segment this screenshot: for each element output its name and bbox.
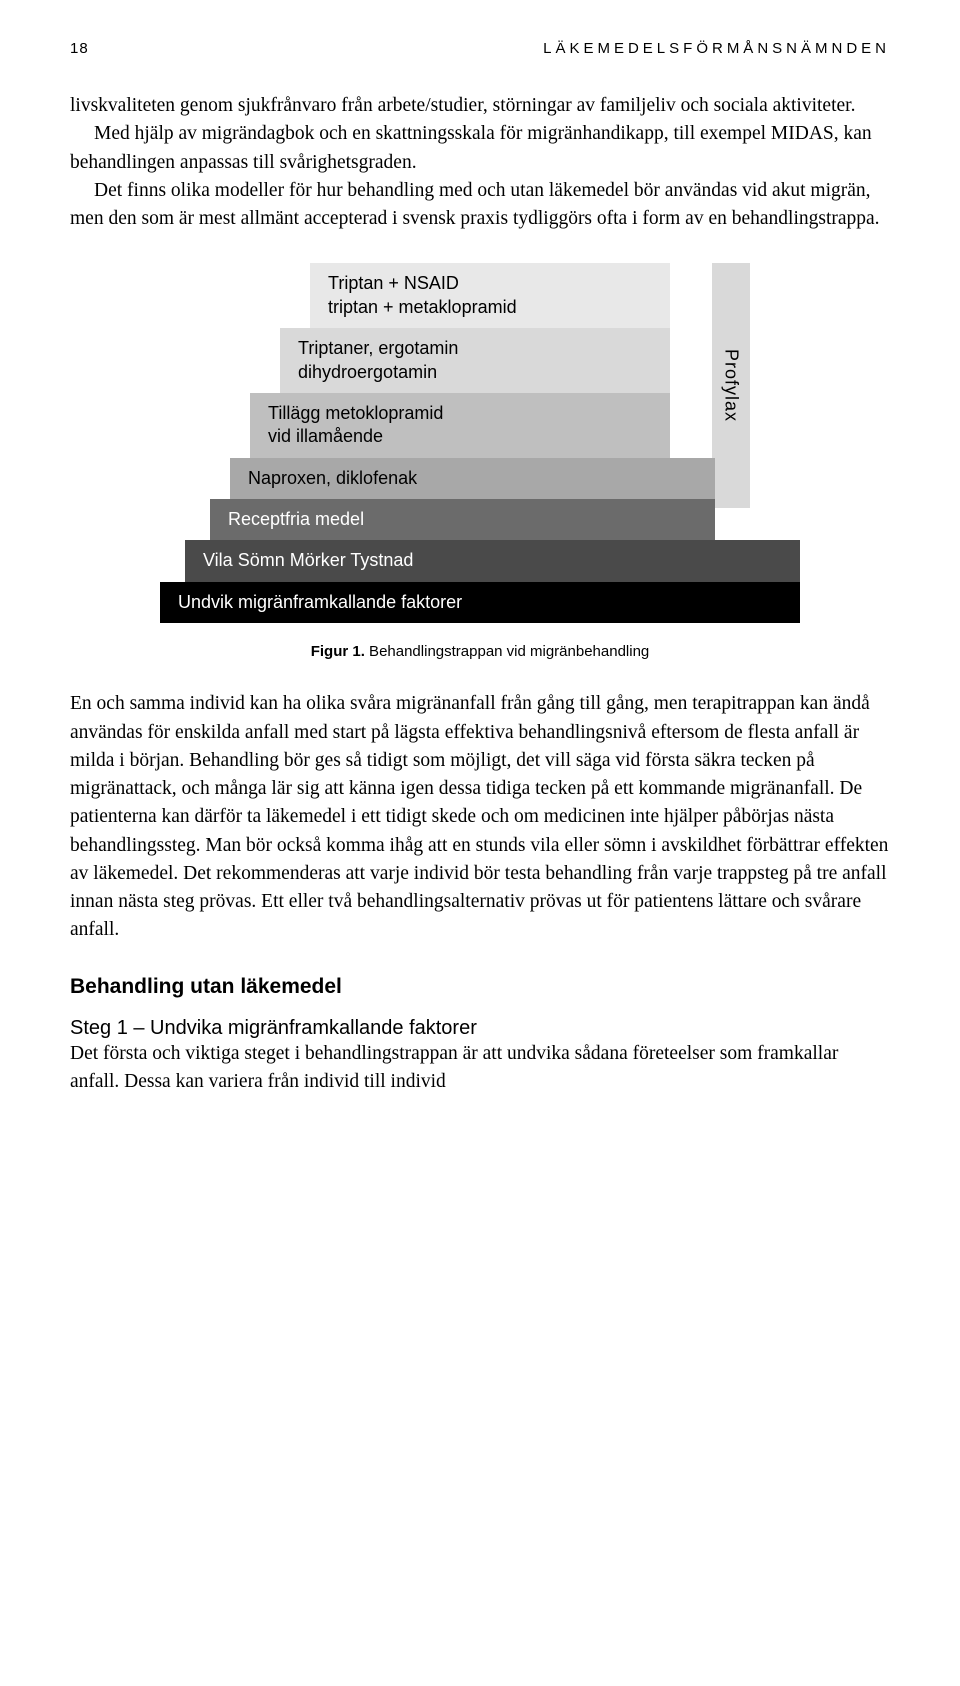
paragraph-5: Det första och viktiga steget i behandli… <box>70 1040 890 1097</box>
paragraph-1: livskvaliteten genom sjukfrånvaro från a… <box>70 92 890 120</box>
running-header: 18 LÄKEMEDELSFÖRMÅNSNÄMNDEN <box>70 40 890 57</box>
step-5: Tillägg metoklopramid vid illamående <box>250 393 670 458</box>
paragraph-5-text: Det första och viktiga steget i behandli… <box>70 1040 890 1097</box>
page: 18 LÄKEMEDELSFÖRMÅNSNÄMNDEN livskvalitet… <box>0 0 960 1136</box>
step-4: Naproxen, diklofenak <box>230 458 715 499</box>
staircase: Triptan + NSAID triptan + metaklopramid … <box>160 263 800 623</box>
step-top: Triptan + NSAID triptan + metaklopramid <box>310 263 670 328</box>
step-3: Receptfria medel <box>210 499 715 540</box>
treatment-staircase-diagram: Profylax Triptan + NSAID triptan + metak… <box>160 263 800 623</box>
caption-label: Figur 1. <box>311 643 365 660</box>
paragraph-4: En och samma individ kan ha olika svåra … <box>70 690 890 944</box>
paragraph-4-text: En och samma individ kan ha olika svåra … <box>70 690 890 944</box>
page-number: 18 <box>70 40 89 57</box>
running-title: LÄKEMEDELSFÖRMÅNSNÄMNDEN <box>543 40 890 57</box>
section-heading: Behandling utan läkemedel <box>70 975 890 999</box>
step-6: Triptaner, ergotamin dihydroergotamin <box>280 328 670 393</box>
intro-paragraphs: livskvaliteten genom sjukfrånvaro från a… <box>70 92 890 233</box>
paragraph-2: Med hjälp av migrändagbok och en skattni… <box>70 120 890 177</box>
subheading: Steg 1 – Undvika migränframkallande fakt… <box>70 1017 890 1040</box>
paragraph-3: Det finns olika modeller för hur behandl… <box>70 177 890 234</box>
figure-caption: Figur 1. Behandlingstrappan vid migränbe… <box>70 643 890 660</box>
caption-text: Behandlingstrappan vid migränbehandling <box>365 643 649 660</box>
step-2: Vila Sömn Mörker Tystnad <box>185 540 800 581</box>
step-bottom: Undvik migränframkallande faktorer <box>160 582 800 623</box>
